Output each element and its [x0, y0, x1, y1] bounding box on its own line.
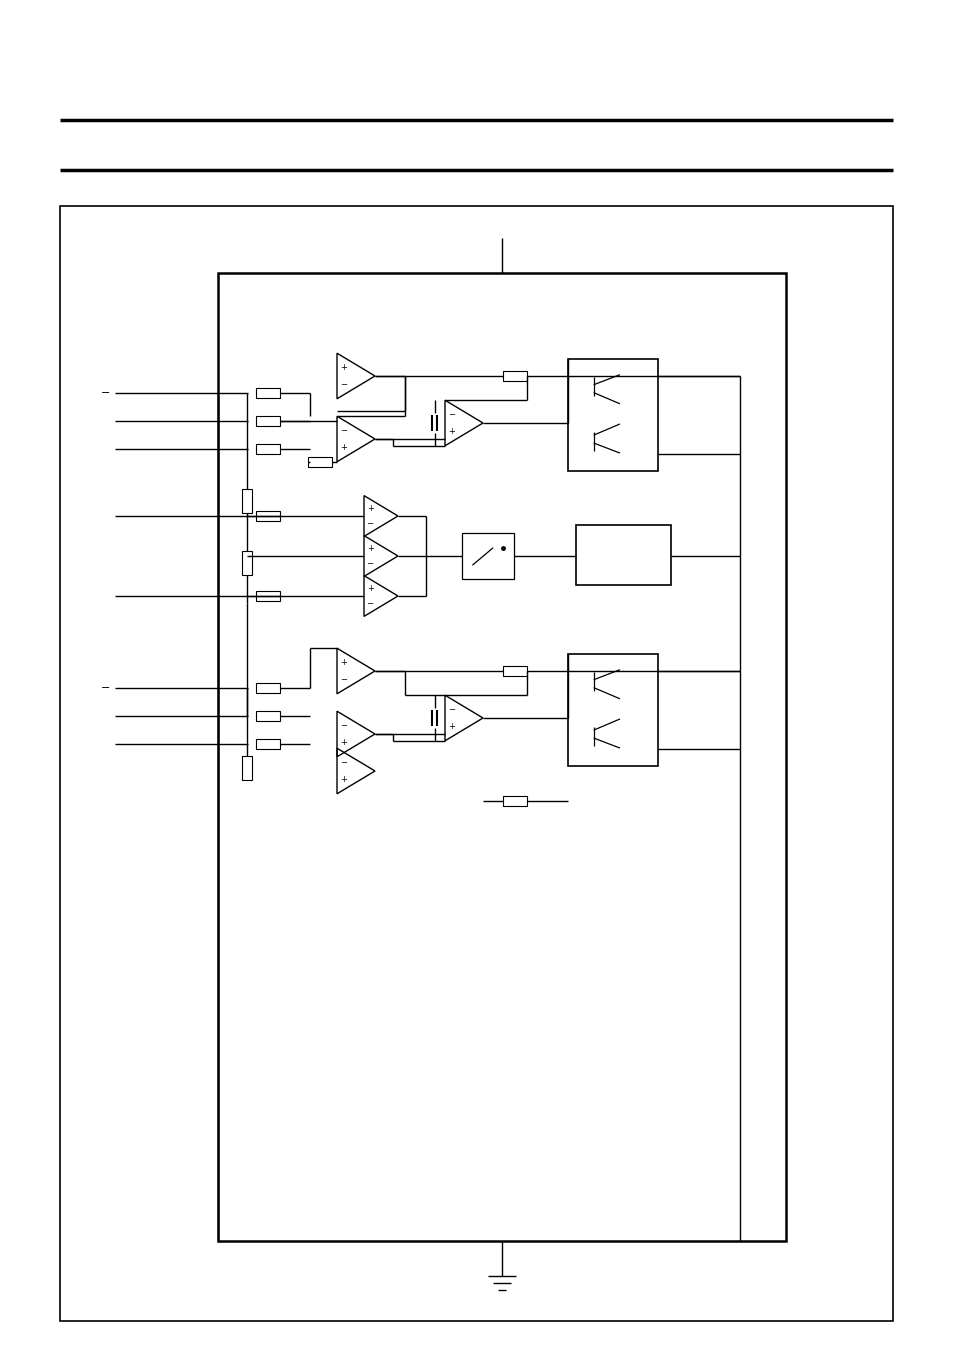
Text: +: + [448, 427, 455, 436]
Bar [255, 444, 280, 454]
Bar [502, 796, 526, 807]
Text: +: + [340, 443, 347, 451]
Text: +: + [366, 504, 374, 513]
Text: +: + [340, 363, 347, 372]
Bar [502, 372, 526, 381]
Text: −: − [100, 388, 110, 399]
Bar [242, 757, 252, 780]
Text: +: + [366, 544, 374, 553]
Bar [255, 739, 280, 748]
Text: −: − [366, 598, 374, 608]
Text: −: − [100, 684, 110, 693]
Text: +: + [340, 658, 347, 667]
Text: −: − [340, 758, 347, 767]
Bar [60, 205, 892, 1321]
Bar [502, 666, 526, 676]
Bar [461, 534, 514, 580]
Bar [218, 273, 785, 1242]
Bar [255, 511, 280, 521]
Text: −: − [340, 721, 347, 730]
Bar [567, 359, 658, 471]
Bar [255, 388, 280, 399]
Bar [255, 590, 280, 601]
Bar [308, 457, 332, 467]
Text: +: + [340, 738, 347, 747]
Text: +: + [340, 775, 347, 784]
Text: −: − [448, 705, 455, 715]
Text: −: − [340, 426, 347, 435]
Text: −: − [340, 676, 347, 684]
Text: +: + [448, 721, 455, 731]
Text: −: − [366, 559, 374, 567]
Text: −: − [340, 380, 347, 389]
Text: −: − [448, 411, 455, 419]
Bar [242, 551, 252, 576]
Bar [576, 526, 670, 585]
Bar [567, 654, 658, 766]
Bar [255, 711, 280, 721]
Bar [242, 489, 252, 513]
Text: −: − [366, 519, 374, 528]
Text: +: + [366, 584, 374, 593]
Bar [255, 684, 280, 693]
Bar [255, 416, 280, 426]
